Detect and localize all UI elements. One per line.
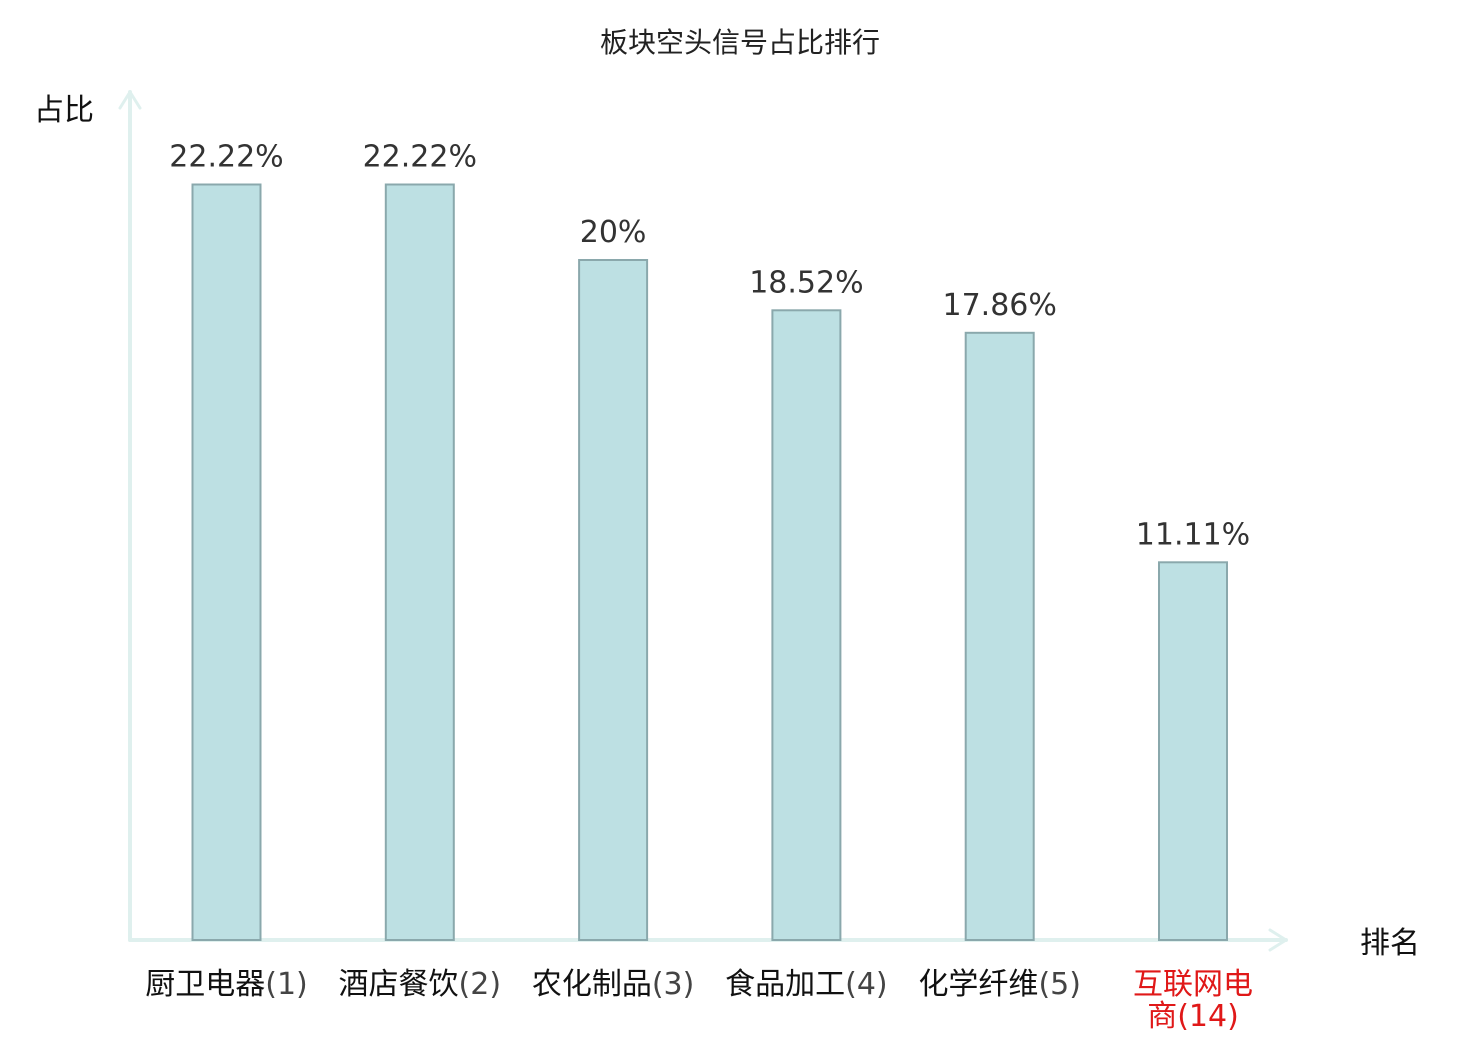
x-axis-label: 排名 (1360, 926, 1420, 961)
bar-value-label: 22.22% (363, 140, 477, 175)
y-axis-arrow (118, 90, 142, 110)
bar-value-label: 17.86% (943, 288, 1057, 323)
bar (384, 183, 455, 941)
bar (578, 259, 649, 941)
x-tick-label: 农化制品(3) (532, 967, 695, 1002)
x-tick-label-line: 互联网电 (1133, 967, 1253, 1002)
bar (771, 309, 842, 941)
bar (191, 183, 262, 941)
bars-group (191, 183, 1228, 941)
x-tick-label: 化学纤维(5) (918, 967, 1080, 1002)
bar-value-label: 11.11% (1136, 517, 1250, 552)
chart-title: 板块空头信号占比排行 (600, 26, 880, 59)
category-labels-group: 厨卫电器(1) 酒店餐饮(2) 农化制品(3) 食品加工(4) 化学纤维(5) 互联网电商… (145, 967, 1253, 1034)
x-tick-label-text: 农化制品(3) (532, 967, 695, 1002)
bar-value-label: 20% (580, 215, 647, 250)
x-tick-label-line: 商(14) (1147, 999, 1239, 1034)
x-axis-arrow (1268, 928, 1288, 952)
x-tick-label-text: 化学纤维(5) (918, 967, 1080, 1002)
bar-value-label: 18.52% (749, 265, 863, 300)
value-labels-group: 22.22% 22.22% 20% 18.52% 17.86% 11.11% (169, 140, 1250, 553)
x-tick-label-text: 酒店餐饮(2) (339, 967, 502, 1002)
x-tick-label: 酒店餐饮(2) (339, 967, 502, 1002)
x-tick-label-text: 食品加工(4) (725, 967, 888, 1002)
bar-value-label: 22.22% (169, 140, 283, 175)
x-tick-label: 厨卫电器(1) (145, 967, 308, 1002)
axes (118, 90, 1288, 952)
y-axis-label: 占比 (34, 93, 94, 128)
x-tick-label: 食品加工(4) (725, 967, 888, 1002)
bar (1158, 561, 1228, 941)
x-tick-label-text: 厨卫电器(1) (145, 967, 308, 1002)
bar (964, 331, 1035, 941)
